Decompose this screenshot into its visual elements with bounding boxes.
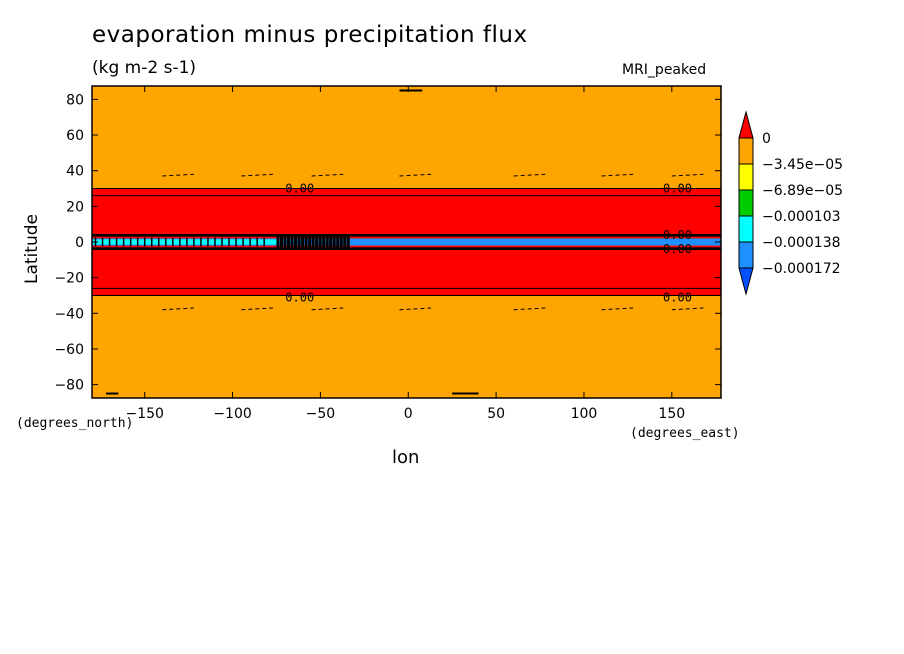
contour-label: 0.00: [663, 228, 692, 242]
x-axis-label: lon: [392, 447, 420, 468]
heat-strip: [92, 239, 277, 245]
contour-cluster: [346, 234, 350, 250]
contour-dashed: [513, 307, 546, 311]
y-tick-label: −60: [54, 342, 84, 358]
contour-cluster: [343, 234, 347, 250]
heat-band: [92, 86, 721, 189]
y-tick-label: 60: [66, 128, 84, 144]
contour-cluster: [332, 234, 336, 250]
contour-cluster: [308, 234, 312, 250]
contour-label: 0.00: [663, 182, 692, 196]
colorbar: 0 −3.45e−05 −6.89e−05 −0.000103 −0.000138 −0.…: [738, 110, 843, 296]
y-tick-label: −80: [54, 378, 84, 394]
y-tick-label: 0: [75, 235, 84, 251]
contour-dashed: [601, 173, 634, 177]
contour-cluster: [325, 234, 329, 250]
contour-cluster: [304, 234, 308, 250]
chart-title: evaporation minus precipitation flux: [92, 22, 528, 48]
chart-units: (kg m-2 s-1): [92, 58, 197, 78]
contour-label: 0.00: [663, 290, 692, 304]
colorbar-label: −6.89e−05: [762, 183, 843, 199]
y-tick-label: 40: [66, 164, 84, 180]
contour-dashed: [311, 173, 344, 177]
contour-cluster: [301, 234, 305, 250]
x-tick-label: −150: [125, 406, 163, 422]
x-tick-label: −100: [213, 406, 251, 422]
contour-cluster: [322, 234, 326, 250]
plot-area: 0.00 0.000.00 0.000.000.00: [92, 86, 721, 398]
axes: −150 −100 −50 0 50 100 150 −80 −60 −40 −20 0 20 40 60 8…: [54, 85, 722, 422]
contour-dashed: [671, 307, 704, 311]
colorbar-box: [738, 163, 754, 191]
colorbar-label: 0: [762, 131, 771, 147]
contour-dashed: [399, 173, 432, 177]
contour-dashed: [601, 307, 634, 311]
colorbar-label: −0.000172: [762, 261, 841, 277]
x-tick-label: 150: [658, 406, 685, 422]
contour-cluster: [279, 234, 283, 250]
contour-cluster: [329, 234, 333, 250]
colorbar-arrow-top: [738, 110, 754, 139]
colorbar-box: [738, 189, 754, 217]
contour-band: [92, 247, 721, 251]
colorbar-label: −3.45e−05: [762, 157, 843, 173]
contour-dashed: [241, 173, 273, 177]
contour-dashed: [162, 307, 194, 311]
y-axis-unit: (degrees_north): [16, 416, 134, 431]
contour-label: 0.00: [285, 290, 314, 304]
colorbar-box: [738, 215, 754, 243]
contour-dashed: [311, 307, 344, 311]
model-label: MRI_peaked: [622, 62, 707, 78]
contour-band: [92, 233, 721, 237]
contour-cluster: [287, 234, 291, 250]
x-tick-label: 50: [487, 406, 505, 422]
contour-cluster: [283, 234, 287, 250]
y-tick-label: −40: [54, 306, 84, 322]
contour-cluster: [336, 234, 340, 250]
y-tick-label: −20: [54, 271, 84, 287]
contour-dashed: [671, 173, 704, 177]
contour-cluster: [311, 234, 315, 250]
contour-cluster: [276, 234, 280, 250]
y-tick-label: 20: [66, 199, 84, 215]
contour-cluster: [297, 234, 301, 250]
contour-dashed: [399, 307, 432, 311]
heat-band: [92, 295, 721, 398]
colorbar-label: −0.000103: [762, 209, 841, 225]
contour-label: 0.00: [285, 182, 314, 196]
colorbar-arrow-bottom: [738, 267, 754, 296]
contour-dashed: [513, 173, 546, 177]
contour-cluster: [315, 234, 319, 250]
heat-band: [92, 238, 721, 246]
contour-cluster: [290, 234, 294, 250]
contour-label: 0.00: [663, 242, 692, 256]
colorbar-box: [738, 241, 754, 269]
x-tick-label: −50: [306, 406, 336, 422]
colorbar-box: [738, 137, 754, 165]
contour-cluster: [318, 234, 322, 250]
x-axis-unit: (degrees_east): [630, 426, 740, 441]
contour-cluster: [294, 234, 298, 250]
colorbar-label: −0.000138: [762, 235, 841, 251]
contour-dashed: [241, 307, 273, 311]
contour-dashed: [162, 173, 194, 177]
contour-cluster: [339, 234, 343, 250]
x-tick-label: 0: [404, 406, 413, 422]
y-tick-label: 80: [66, 92, 84, 108]
x-tick-label: 100: [571, 406, 598, 422]
